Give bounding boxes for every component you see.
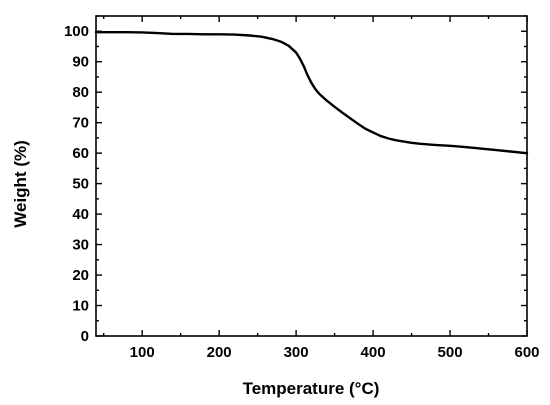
y-tick-label: 10 (72, 298, 89, 315)
plot-area: 100 200 300 400 500 600 0 10 20 30 40 50 60 70 80 90 100 (64, 15, 540, 361)
plot-frame (95, 15, 528, 337)
y-axis-title: Weight (%) (11, 140, 30, 228)
x-tick-label: 500 (438, 344, 463, 361)
y-tick-label: 100 (64, 23, 89, 40)
y-tick-label: 70 (72, 115, 89, 132)
y-tick-label: 90 (72, 54, 89, 71)
x-tick-label: 600 (514, 344, 539, 361)
y-tick-label: 40 (72, 206, 89, 223)
x-tick-label: 200 (207, 344, 232, 361)
y-tick-label: 80 (72, 84, 89, 101)
y-tick-label: 50 (72, 176, 89, 193)
y-tick-label: 20 (72, 267, 89, 284)
y-tick-label: 0 (81, 328, 89, 345)
y-tick-label: 60 (72, 145, 89, 162)
weight-curve (94, 30, 529, 155)
x-tick-label: 300 (284, 344, 309, 361)
x-tick-label: 400 (361, 344, 386, 361)
x-axis-title: Temperature (°C) (243, 379, 380, 398)
x-tick-label: 100 (130, 344, 155, 361)
y-tick-label: 30 (72, 237, 89, 254)
